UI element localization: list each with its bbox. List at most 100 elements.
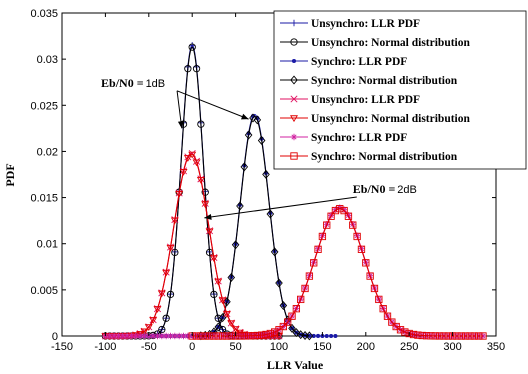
x-tick-label: -50 <box>141 341 157 353</box>
annotation-label-bold: Eb/N0 = <box>101 76 144 90</box>
series-3 <box>197 113 314 341</box>
y-tick-label: 0.01 <box>37 239 58 251</box>
data-point <box>305 331 314 341</box>
annotation-label: Eb/N0 = 1dB <box>101 76 165 90</box>
annotation-label-value: 1dB <box>146 78 166 90</box>
data-point <box>192 65 201 73</box>
data-point <box>231 240 240 250</box>
x-tick-label: -100 <box>94 341 116 353</box>
data-point <box>422 332 431 340</box>
legend-entry: Unsynchro: LLR PDF <box>280 18 420 30</box>
data-point <box>214 322 223 332</box>
data-point <box>405 329 413 338</box>
data-point <box>214 278 223 286</box>
data-point <box>275 278 283 288</box>
legend-label: Unsynchro: Normal distribution <box>311 37 470 49</box>
x-tick-label: -150 <box>51 341 73 353</box>
data-point <box>262 330 270 339</box>
data-point <box>292 328 301 338</box>
data-point <box>154 332 161 340</box>
data-point <box>197 332 205 340</box>
data-point <box>162 332 170 340</box>
data-point <box>166 290 175 299</box>
data-point <box>453 332 461 340</box>
legend-label: Synchro: LLR PDF <box>311 132 407 144</box>
legend-label: Unsynchro: LLR PDF <box>311 94 420 106</box>
data-point <box>401 328 409 336</box>
data-point <box>305 272 314 280</box>
data-point <box>123 332 131 340</box>
data-point <box>262 169 270 179</box>
data-point <box>201 188 209 196</box>
data-point <box>171 332 179 340</box>
data-point <box>279 322 287 331</box>
y-tick-label: 0.015 <box>30 193 58 205</box>
data-point <box>461 332 470 340</box>
data-point <box>291 58 297 64</box>
data-point <box>257 135 266 145</box>
data-point <box>223 297 231 307</box>
data-point <box>209 255 218 262</box>
annotation-arrowhead <box>241 113 249 120</box>
data-point <box>357 245 366 253</box>
data-point <box>336 204 343 211</box>
data-point <box>290 38 298 46</box>
data-point <box>383 312 392 320</box>
data-point <box>205 332 214 340</box>
data-point <box>362 259 370 267</box>
data-point <box>353 232 361 241</box>
data-point <box>292 305 301 313</box>
x-tick-label: 50 <box>229 341 241 353</box>
data-point <box>170 217 179 225</box>
data-point <box>290 19 298 27</box>
data-point <box>210 332 218 340</box>
data-point <box>427 332 435 340</box>
data-point <box>231 326 240 334</box>
data-point <box>157 290 166 298</box>
legend-label: Unsynchro: Normal distribution <box>311 113 470 125</box>
y-tick-label: 0.035 <box>30 8 58 20</box>
data-point <box>316 333 321 339</box>
data-point <box>329 333 334 339</box>
ticks: -150 -100 -50 0 50 100 150 200 250 300 350 0 0.005 0.… <box>30 8 505 353</box>
data-point <box>349 221 357 229</box>
legend-label: Synchro: Normal distribution <box>311 151 458 163</box>
data-point <box>290 133 298 141</box>
data-point <box>288 323 296 333</box>
data-point <box>266 329 274 338</box>
x-tick-label: 100 <box>270 341 288 353</box>
data-point <box>158 325 166 334</box>
y-tick-label: 0.005 <box>30 285 58 297</box>
data-point <box>227 320 236 328</box>
y-tick-label: 0.02 <box>37 146 58 158</box>
data-point <box>327 212 335 220</box>
data-point <box>253 115 262 125</box>
data-point <box>244 130 253 140</box>
data-point <box>223 332 231 340</box>
data-point <box>290 75 298 85</box>
data-point <box>409 330 418 339</box>
data-point <box>297 295 305 304</box>
data-point <box>435 332 444 340</box>
x-tick-label: 350 <box>487 341 505 353</box>
data-point <box>240 162 249 172</box>
data-point <box>379 305 387 313</box>
x-tick-label: 150 <box>313 341 331 353</box>
data-point <box>110 332 118 340</box>
data-point <box>144 324 153 332</box>
data-point <box>167 332 174 340</box>
y-tick-label: 0 <box>52 331 58 343</box>
data-point <box>162 269 171 277</box>
data-point <box>205 228 214 236</box>
data-point <box>466 332 474 340</box>
legend-entry: Synchro: LLR PDF <box>280 56 407 68</box>
data-point <box>418 331 426 340</box>
legend-label: Synchro: LLR PDF <box>311 56 407 68</box>
data-point <box>236 201 244 211</box>
data-point <box>288 312 296 320</box>
x-tick-label: 300 <box>443 341 461 353</box>
y-axis-label: PDF <box>3 163 17 186</box>
data-point <box>332 206 339 213</box>
data-point <box>290 152 298 160</box>
data-point <box>474 332 483 340</box>
